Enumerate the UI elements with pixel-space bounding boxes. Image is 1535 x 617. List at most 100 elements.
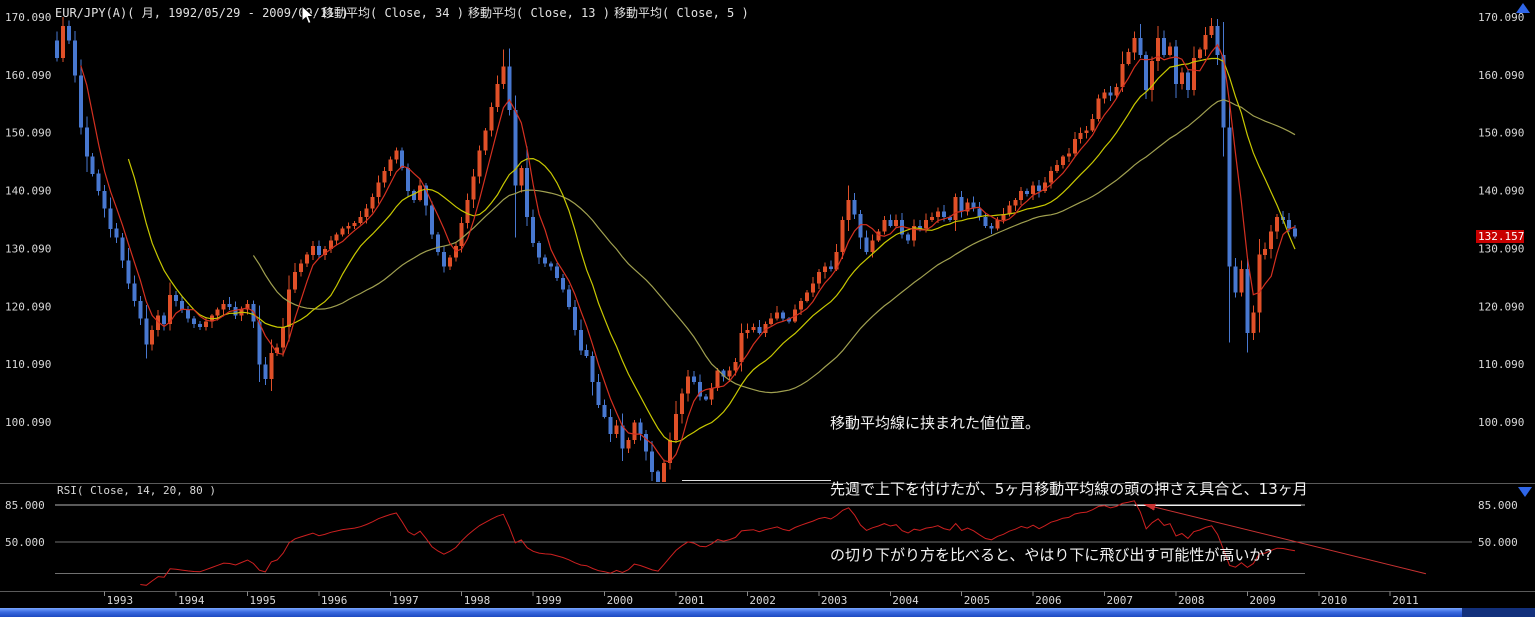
candle-body — [816, 272, 821, 284]
candle-body — [959, 196, 964, 212]
pane-scroll-down-button[interactable] — [1518, 487, 1532, 497]
candle-body — [543, 257, 548, 264]
candle-body — [400, 150, 405, 168]
candle-body — [983, 217, 988, 226]
price-axis-label-right: 130.090 — [1478, 242, 1524, 255]
candle-body — [578, 330, 583, 351]
scrollbar-thumb[interactable] — [0, 608, 1462, 617]
candle-body — [519, 168, 524, 186]
candle-body — [626, 439, 631, 449]
ma-line-13 — [127, 57, 1296, 443]
candle-body — [1084, 130, 1089, 134]
candle-body — [55, 40, 59, 59]
year-label: 1996 — [321, 594, 348, 607]
candle-body — [162, 315, 167, 325]
candle-body — [1066, 153, 1071, 157]
candle-body — [822, 266, 827, 273]
candle-body — [328, 240, 333, 249]
annotation-line: 移動平均線に挟まれた値位置。 — [830, 414, 1041, 432]
candle-body — [1162, 37, 1167, 56]
candle-body — [1257, 254, 1262, 313]
candle-body — [203, 321, 208, 328]
candle-body — [1001, 214, 1006, 220]
candle-body — [596, 382, 601, 406]
candle-body — [281, 327, 286, 348]
candle-body — [78, 75, 83, 128]
candle-body — [90, 156, 95, 174]
candle-body — [697, 382, 702, 397]
candle-body — [394, 150, 399, 160]
candle-body — [572, 306, 577, 330]
candle-body — [709, 387, 714, 400]
candle-body — [418, 185, 423, 200]
candle-body — [769, 318, 774, 325]
candle-body — [1037, 185, 1042, 192]
candle-body — [763, 324, 768, 333]
candle-body — [406, 168, 411, 192]
candle-body — [852, 199, 857, 215]
candle-body — [263, 364, 268, 380]
candle-body — [602, 405, 607, 417]
candle-body — [566, 289, 571, 307]
candle-body — [1013, 199, 1018, 206]
candle-body — [477, 150, 482, 177]
candle-body — [1227, 127, 1232, 267]
rsi-panel-title: RSI( Close, 14, 20, 80 ) — [57, 484, 216, 497]
candle-body — [876, 231, 881, 241]
pane-scroll-up-button[interactable] — [1516, 3, 1530, 13]
horizontal-scrollbar[interactable] — [0, 608, 1535, 617]
candle-body — [507, 66, 512, 111]
ma-legend-5: 移動平均( Close, 5 ) — [614, 6, 749, 20]
candle-body — [1150, 60, 1155, 90]
candle-body — [531, 217, 536, 244]
candle-body — [245, 303, 250, 310]
candle-body — [608, 416, 613, 435]
candle-body — [287, 289, 292, 328]
candle-body — [388, 159, 393, 171]
candle-body — [1287, 220, 1291, 229]
year-label: 2006 — [1035, 594, 1062, 607]
year-label: 1995 — [249, 594, 276, 607]
candle-body — [935, 211, 940, 218]
candle-body — [775, 312, 780, 319]
candle-body — [864, 237, 869, 252]
candle-body — [1179, 72, 1184, 85]
ma-legend-34: 移動平均( Close, 34 ) — [322, 6, 464, 20]
candle-body — [120, 237, 125, 261]
rsi-axis-label-left: 50.000 — [5, 536, 45, 549]
candle-body — [180, 301, 184, 310]
candle-body — [1007, 205, 1012, 215]
price-axis-label-left: 140.090 — [5, 185, 51, 198]
candle-body — [1174, 46, 1178, 85]
price-axis-label-left: 110.090 — [5, 358, 51, 371]
candle-body — [72, 40, 77, 76]
candle-body — [638, 422, 643, 435]
candle-body — [1269, 231, 1274, 249]
price-axis-label-right: 160.090 — [1478, 69, 1524, 82]
candle-body — [1168, 46, 1172, 56]
candle-body — [1072, 139, 1077, 154]
candle-body — [989, 225, 994, 229]
candle-body — [108, 208, 113, 229]
candle-body — [745, 330, 750, 333]
candle-body — [995, 220, 1000, 229]
candle-body — [644, 434, 649, 452]
trendline-arrowhead — [1143, 503, 1156, 511]
candle-body — [150, 330, 155, 345]
candle-body — [537, 243, 542, 258]
rsi-trendline[interactable] — [1146, 504, 1427, 575]
candle-body — [924, 220, 928, 229]
price-axis-label-left: 100.090 — [5, 416, 51, 429]
year-label: 2003 — [821, 594, 848, 607]
price-axis-label-left: 150.090 — [5, 127, 51, 140]
ma-line-5 — [80, 43, 1296, 463]
candle-body — [489, 107, 494, 131]
year-label: 2007 — [1107, 594, 1134, 607]
candle-body — [459, 222, 464, 246]
candle-body — [846, 199, 851, 221]
candle-body — [1203, 34, 1208, 50]
candle-body — [804, 292, 809, 302]
candle-body — [156, 315, 161, 330]
candle-body — [953, 196, 958, 220]
